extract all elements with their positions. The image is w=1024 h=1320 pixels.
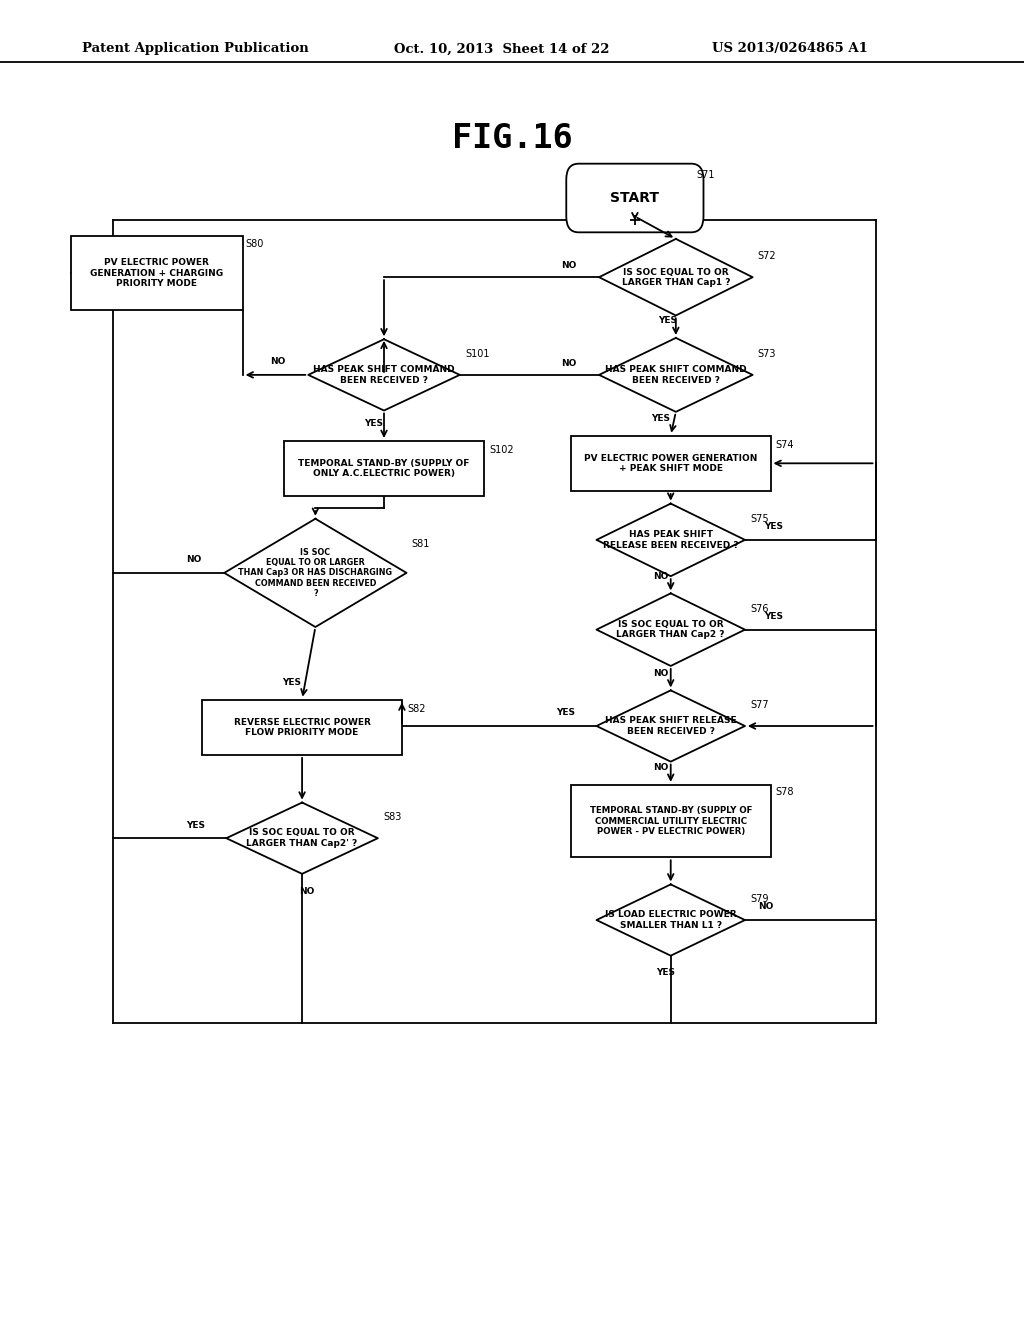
Text: START: START [610, 191, 659, 205]
FancyBboxPatch shape [566, 164, 703, 232]
Text: HAS PEAK SHIFT COMMAND
BEEN RECEIVED ?: HAS PEAK SHIFT COMMAND BEEN RECEIVED ? [313, 366, 455, 384]
Text: PV ELECTRIC POWER
GENERATION + CHARGING
PRIORITY MODE: PV ELECTRIC POWER GENERATION + CHARGING … [90, 259, 223, 288]
Bar [571, 436, 770, 491]
Bar [284, 441, 483, 496]
Polygon shape [596, 594, 745, 667]
Text: YES: YES [658, 317, 677, 325]
Text: NO: NO [269, 358, 286, 366]
Polygon shape [596, 884, 745, 956]
Polygon shape [226, 803, 378, 874]
Polygon shape [599, 338, 753, 412]
Polygon shape [599, 239, 753, 315]
Text: S73: S73 [758, 348, 776, 359]
Bar [202, 700, 401, 755]
Text: YES: YES [186, 821, 205, 829]
Text: IS SOC
EQUAL TO OR LARGER
THAN Cap3 OR HAS DISCHARGING
COMMAND BEEN RECEIVED
?: IS SOC EQUAL TO OR LARGER THAN Cap3 OR H… [239, 548, 392, 598]
Text: S74: S74 [776, 440, 795, 450]
Text: NO: NO [652, 669, 669, 677]
Text: NO: NO [185, 556, 202, 564]
Text: S101: S101 [465, 348, 489, 359]
Text: NO: NO [560, 261, 577, 269]
Text: IS SOC EQUAL TO OR
LARGER THAN Cap2 ?: IS SOC EQUAL TO OR LARGER THAN Cap2 ? [616, 620, 725, 639]
Text: TEMPORAL STAND-BY (SUPPLY OF
COMMERCIAL UTILITY ELECTRIC
POWER - PV ELECTRIC POW: TEMPORAL STAND-BY (SUPPLY OF COMMERCIAL … [590, 807, 752, 836]
Text: Oct. 10, 2013  Sheet 14 of 22: Oct. 10, 2013 Sheet 14 of 22 [394, 42, 609, 55]
Text: YES: YES [764, 612, 783, 620]
Text: NO: NO [652, 763, 669, 772]
Text: S71: S71 [696, 169, 715, 180]
Text: S82: S82 [407, 704, 426, 714]
Text: S83: S83 [383, 812, 401, 822]
Text: IS LOAD ELECTRIC POWER
SMALLER THAN L1 ?: IS LOAD ELECTRIC POWER SMALLER THAN L1 ? [605, 911, 736, 929]
Text: US 2013/0264865 A1: US 2013/0264865 A1 [712, 42, 867, 55]
Text: YES: YES [283, 678, 301, 686]
Text: S77: S77 [750, 700, 769, 710]
Text: S102: S102 [489, 445, 514, 455]
Text: REVERSE ELECTRIC POWER
FLOW PRIORITY MODE: REVERSE ELECTRIC POWER FLOW PRIORITY MOD… [233, 718, 371, 737]
Text: NO: NO [299, 887, 315, 895]
Text: FIG.16: FIG.16 [452, 121, 572, 154]
Text: S78: S78 [776, 787, 795, 797]
Text: IS SOC EQUAL TO OR
LARGER THAN Cap2' ?: IS SOC EQUAL TO OR LARGER THAN Cap2' ? [247, 829, 357, 847]
Text: IS SOC EQUAL TO OR
LARGER THAN Cap1 ?: IS SOC EQUAL TO OR LARGER THAN Cap1 ? [622, 268, 730, 286]
Text: S79: S79 [750, 894, 769, 904]
Text: HAS PEAK SHIFT RELEASE
BEEN RECEIVED ?: HAS PEAK SHIFT RELEASE BEEN RECEIVED ? [605, 717, 736, 735]
Text: S81: S81 [412, 539, 430, 549]
Polygon shape [596, 690, 745, 762]
Polygon shape [224, 519, 407, 627]
Text: S80: S80 [246, 239, 264, 249]
Text: Patent Application Publication: Patent Application Publication [82, 42, 308, 55]
Text: HAS PEAK SHIFT
RELEASE BEEN RECEIVED ?: HAS PEAK SHIFT RELEASE BEEN RECEIVED ? [603, 531, 738, 549]
Bar [571, 784, 770, 858]
Polygon shape [308, 339, 460, 411]
Text: S72: S72 [758, 251, 776, 261]
Text: TEMPORAL STAND-BY (SUPPLY OF
ONLY A.C.ELECTRIC POWER): TEMPORAL STAND-BY (SUPPLY OF ONLY A.C.EL… [298, 459, 470, 478]
Text: YES: YES [656, 969, 675, 977]
Text: S75: S75 [750, 513, 769, 524]
Polygon shape [596, 504, 745, 576]
Text: S76: S76 [750, 603, 769, 614]
Text: NO: NO [652, 572, 669, 581]
Text: HAS PEAK SHIFT COMMAND
BEEN RECEIVED ?: HAS PEAK SHIFT COMMAND BEEN RECEIVED ? [605, 366, 746, 384]
Text: PV ELECTRIC POWER GENERATION
+ PEAK SHIFT MODE: PV ELECTRIC POWER GENERATION + PEAK SHIF… [584, 454, 758, 473]
Text: NO: NO [560, 359, 577, 367]
Text: NO: NO [758, 903, 773, 911]
Text: YES: YES [651, 414, 670, 422]
Text: YES: YES [764, 523, 783, 531]
Text: YES: YES [556, 709, 575, 717]
Bar [71, 236, 243, 310]
Text: YES: YES [365, 420, 383, 428]
